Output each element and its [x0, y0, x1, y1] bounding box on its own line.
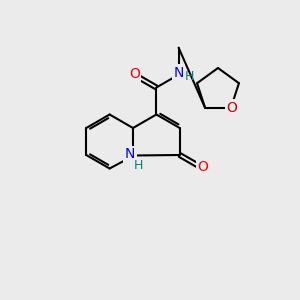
Text: N: N — [173, 66, 184, 80]
Text: O: O — [129, 67, 140, 81]
Text: O: O — [197, 160, 208, 174]
Text: O: O — [226, 101, 237, 115]
Text: N: N — [125, 148, 135, 161]
Text: H: H — [185, 70, 194, 83]
Text: H: H — [133, 159, 143, 172]
